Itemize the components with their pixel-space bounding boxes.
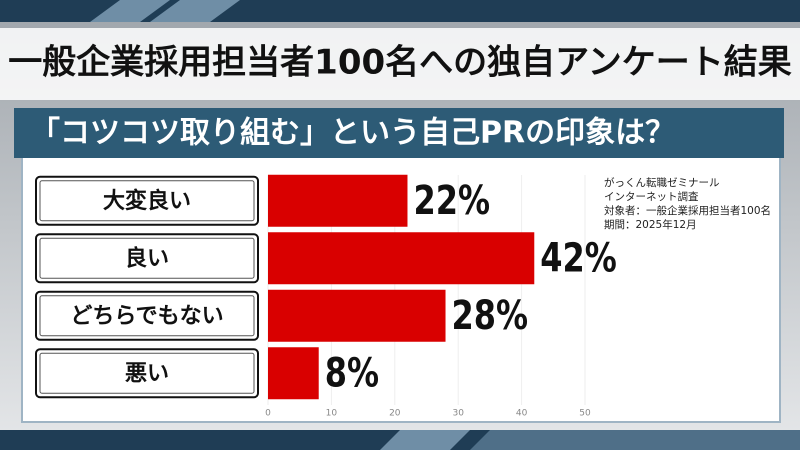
x-tick-label: 20: [389, 409, 401, 419]
bar: [268, 232, 535, 285]
x-tick-label: 50: [579, 409, 591, 419]
bar: [268, 347, 319, 400]
category-box-inner: [39, 180, 255, 222]
x-tick-label: 0: [265, 409, 271, 419]
stripe: [470, 430, 800, 450]
value-label: 8%: [325, 349, 379, 396]
y-tick-label: どちらでもない: [70, 304, 223, 329]
x-tick-label: 30: [452, 409, 464, 419]
x-tick-label: 40: [516, 409, 528, 419]
annotation: 対象者：一般企業採用担当者100名: [604, 204, 771, 217]
bar: [268, 174, 408, 227]
y-tick-label: 大変良い: [103, 188, 191, 214]
y-tick-label: 悪い: [125, 361, 169, 386]
category-box: [35, 290, 259, 341]
annotation: 期間：2025年12月: [604, 218, 697, 231]
category-box-inner: [39, 352, 255, 394]
category-box-inner: [39, 295, 255, 337]
value-label: 28%: [452, 291, 529, 338]
category-box-inner: [39, 237, 255, 279]
annotation: インターネット調査: [604, 190, 699, 203]
y-tick-label: 良い: [125, 245, 169, 271]
bar: [268, 289, 446, 342]
category-box: [35, 175, 259, 226]
stripe: [380, 430, 470, 450]
stripe: [150, 0, 240, 22]
header-box: [0, 28, 800, 100]
value-label: 22%: [413, 176, 490, 223]
x-tick-label: 10: [326, 409, 338, 419]
chart-title: 「コツコツ取り組む」という自己PRの印象は？: [30, 116, 675, 151]
category-box: [35, 348, 259, 399]
stripe: [90, 0, 170, 22]
annotation: がっくん転職ゼミナール: [604, 176, 720, 189]
value-label: 42%: [540, 234, 617, 281]
title-bar: [14, 108, 784, 158]
header: 一般企業採用担当者100名への独自アンケート結果: [8, 43, 792, 83]
category-box: [35, 233, 259, 284]
